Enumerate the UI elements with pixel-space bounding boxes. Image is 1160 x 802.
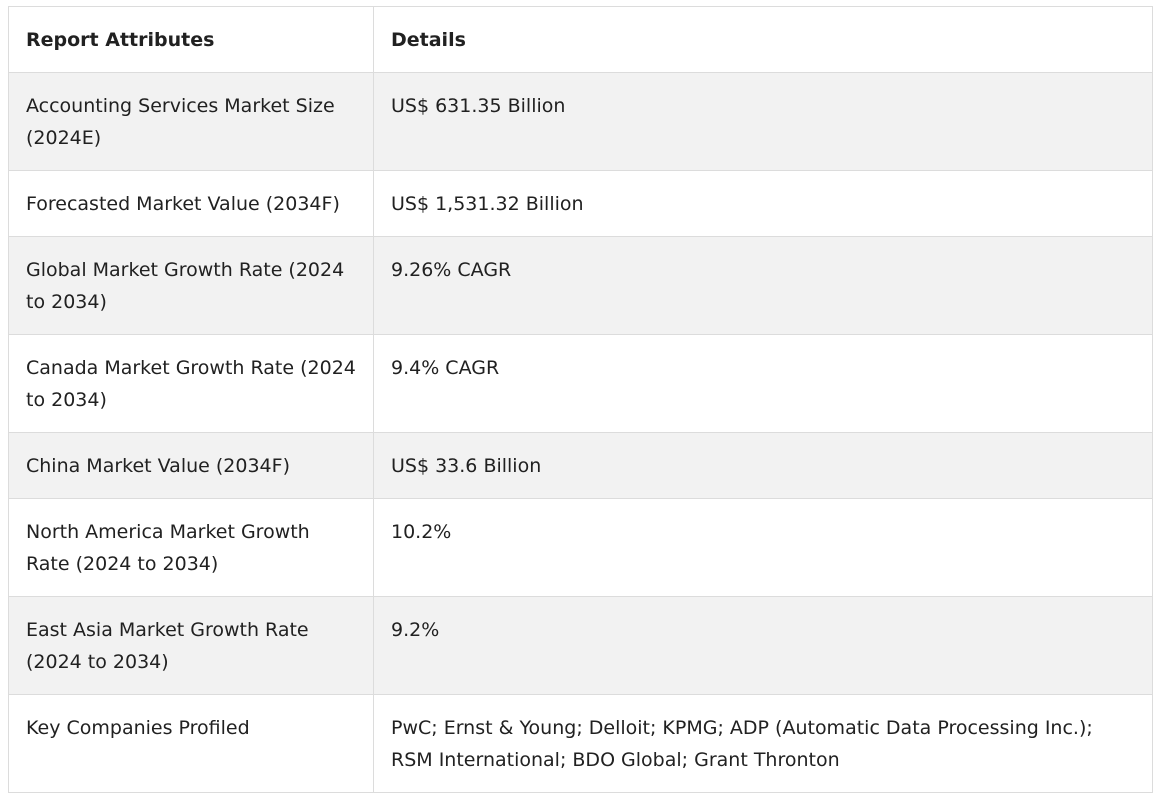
attribute-cell: Forecasted Market Value (2034F) xyxy=(8,170,374,237)
report-attributes-table: Report Attributes Details Accounting Ser… xyxy=(8,6,1153,793)
attribute-cell: China Market Value (2034F) xyxy=(8,432,374,499)
table-row: East Asia Market Growth Rate (2024 to 20… xyxy=(8,596,1153,695)
table-row: Key Companies Profiled PwC; Ernst & Youn… xyxy=(8,694,1153,793)
detail-cell: US$ 631.35 Billion xyxy=(373,72,1153,171)
header-report-attributes: Report Attributes xyxy=(8,6,374,73)
table-header-row: Report Attributes Details xyxy=(8,6,1153,73)
detail-cell: US$ 1,531.32 Billion xyxy=(373,170,1153,237)
attribute-cell: East Asia Market Growth Rate (2024 to 20… xyxy=(8,596,374,695)
detail-cell: 9.4% CAGR xyxy=(373,334,1153,433)
table-row: Accounting Services Market Size (2024E) … xyxy=(8,72,1153,171)
detail-cell: PwC; Ernst & Young; Delloit; KPMG; ADP (… xyxy=(373,694,1153,793)
attribute-cell: North America Market Growth Rate (2024 t… xyxy=(8,498,374,597)
attribute-cell: Global Market Growth Rate (2024 to 2034) xyxy=(8,236,374,335)
table-row: Forecasted Market Value (2034F) US$ 1,53… xyxy=(8,170,1153,237)
table-row: China Market Value (2034F) US$ 33.6 Bill… xyxy=(8,432,1153,499)
detail-cell: US$ 33.6 Billion xyxy=(373,432,1153,499)
attribute-cell: Canada Market Growth Rate (2024 to 2034) xyxy=(8,334,374,433)
table-row: Global Market Growth Rate (2024 to 2034)… xyxy=(8,236,1153,335)
attribute-cell: Key Companies Profiled xyxy=(8,694,374,793)
table-row: Canada Market Growth Rate (2024 to 2034)… xyxy=(8,334,1153,433)
detail-cell: 10.2% xyxy=(373,498,1153,597)
detail-cell: 9.26% CAGR xyxy=(373,236,1153,335)
detail-cell: 9.2% xyxy=(373,596,1153,695)
attribute-cell: Accounting Services Market Size (2024E) xyxy=(8,72,374,171)
header-details: Details xyxy=(373,6,1153,73)
table-row: North America Market Growth Rate (2024 t… xyxy=(8,498,1153,597)
